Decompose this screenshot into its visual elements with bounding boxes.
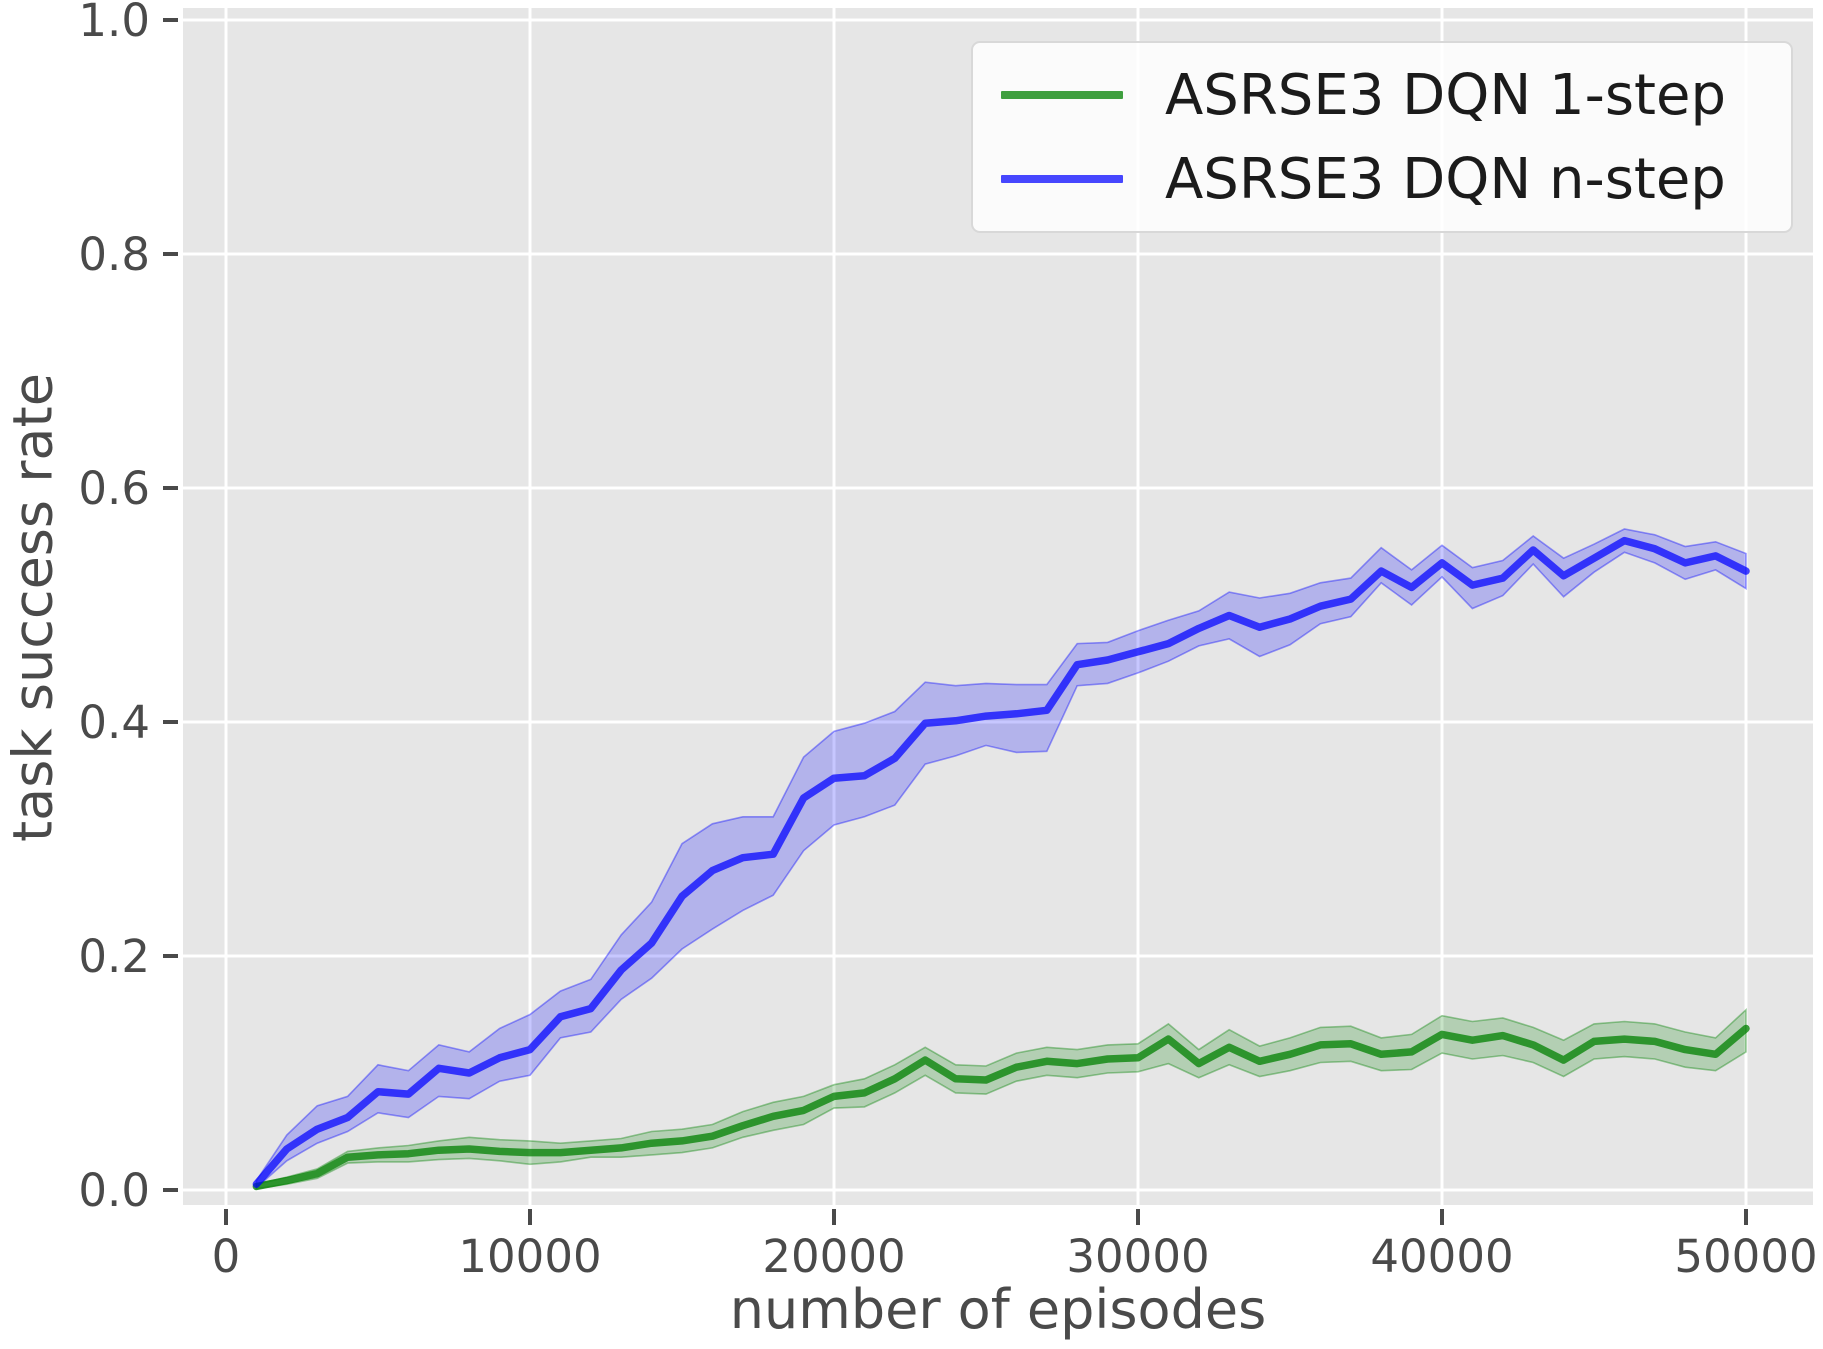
x-tick-label: 0 [212,1230,241,1283]
x-tick-label: 40000 [1370,1230,1513,1283]
x-axis-label: number of episodes [729,1278,1267,1341]
y-tick-label: 0.2 [78,930,150,983]
x-tick-label: 10000 [458,1230,601,1283]
legend-label-n-step: ASRSE3 DQN n-step [1165,146,1726,212]
y-tick-label: 0.0 [78,1164,150,1217]
confidence-band-series-1 [255,528,1747,1190]
legend-line-swatch-blue [1001,175,1123,183]
data-line-series-1 [252,536,1750,1188]
x-tick-label: 50000 [1674,1230,1817,1283]
y-tick-label: 0.4 [78,696,150,749]
legend: ASRSE3 DQN 1-step ASRSE3 DQN n-step [971,41,1793,233]
legend-label-1-step: ASRSE3 DQN 1-step [1165,62,1726,128]
y-tick-label: 0.6 [78,462,150,515]
y-axis-label: task success rate [1,373,65,842]
legend-entry-n-step: ASRSE3 DQN n-step [1001,147,1763,212]
y-tick-label: 0.8 [78,228,150,281]
y-tick-label: 1.0 [78,0,150,47]
data-line-series-0 [252,1024,1750,1191]
x-tick-label: 20000 [762,1230,905,1283]
legend-entry-1-step: ASRSE3 DQN 1-step [1001,63,1763,128]
gridlines [183,8,1813,1205]
legend-line-swatch-green [1001,91,1123,99]
x-tick-label: 30000 [1066,1230,1209,1283]
axis-ticks: 0 10000 20000 30000 40000 50000 0.0 0.2 0.4 0.6 0.… [78,0,1817,1283]
